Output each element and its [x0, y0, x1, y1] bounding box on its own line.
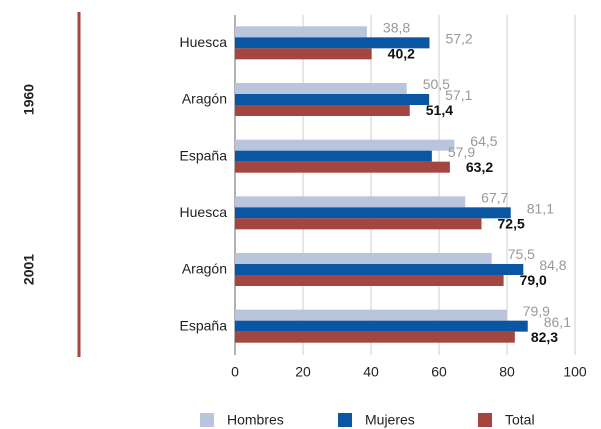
value-label: 81,1	[527, 201, 554, 217]
value-label: 57,1	[445, 87, 472, 103]
value-label: 72,5	[498, 216, 525, 232]
value-label: 57,2	[445, 31, 472, 47]
bar	[235, 48, 372, 60]
x-tick-label: 40	[363, 364, 379, 380]
value-label: 57,9	[448, 144, 475, 160]
x-tick-label: 20	[295, 364, 311, 380]
category-label: Huesca	[180, 204, 228, 220]
category-label: España	[180, 147, 228, 163]
value-label: 86,1	[544, 314, 571, 330]
bar	[235, 275, 504, 286]
legend-label: Total	[505, 412, 535, 428]
category-label: España	[180, 317, 228, 333]
bar	[235, 309, 507, 321]
value-label: 84,8	[539, 257, 566, 273]
legend-swatch	[200, 413, 214, 427]
bar	[235, 161, 450, 173]
bar	[235, 105, 410, 116]
value-label: 79,0	[520, 272, 547, 288]
bar	[235, 253, 492, 264]
category-label: Aragón	[182, 91, 227, 107]
x-tick-label: 0	[231, 364, 239, 380]
group-label: 2001	[21, 254, 37, 285]
value-label: 63,2	[466, 159, 493, 175]
bar	[235, 196, 466, 208]
bar	[235, 331, 515, 343]
value-label: 75,5	[508, 246, 535, 262]
bar	[235, 83, 407, 94]
bar	[235, 207, 511, 219]
legend-label: Mujeres	[365, 412, 415, 428]
value-label: 40,2	[388, 46, 415, 62]
value-label: 82,3	[531, 329, 558, 345]
bar	[235, 139, 455, 151]
value-label: 50,5	[423, 76, 450, 92]
bar	[235, 150, 432, 162]
bar	[235, 320, 528, 332]
value-label: 67,7	[481, 190, 508, 206]
value-label: 51,4	[426, 102, 453, 118]
value-label: 64,5	[470, 133, 497, 149]
bar	[235, 26, 367, 38]
legend-swatch	[338, 413, 352, 427]
legend-label: Hombres	[227, 412, 284, 428]
value-label: 38,8	[383, 20, 410, 36]
category-label: Aragón	[182, 261, 227, 277]
x-tick-label: 60	[431, 364, 447, 380]
bar	[235, 218, 482, 230]
x-tick-label: 80	[499, 364, 515, 380]
legend-swatch	[478, 413, 492, 427]
bar	[235, 94, 430, 105]
value-label: 79,9	[523, 303, 550, 319]
x-tick-label: 100	[563, 364, 587, 380]
category-label: Huesca	[180, 34, 228, 50]
group-label: 1960	[21, 84, 37, 115]
bar	[235, 264, 524, 275]
bar	[235, 37, 430, 49]
